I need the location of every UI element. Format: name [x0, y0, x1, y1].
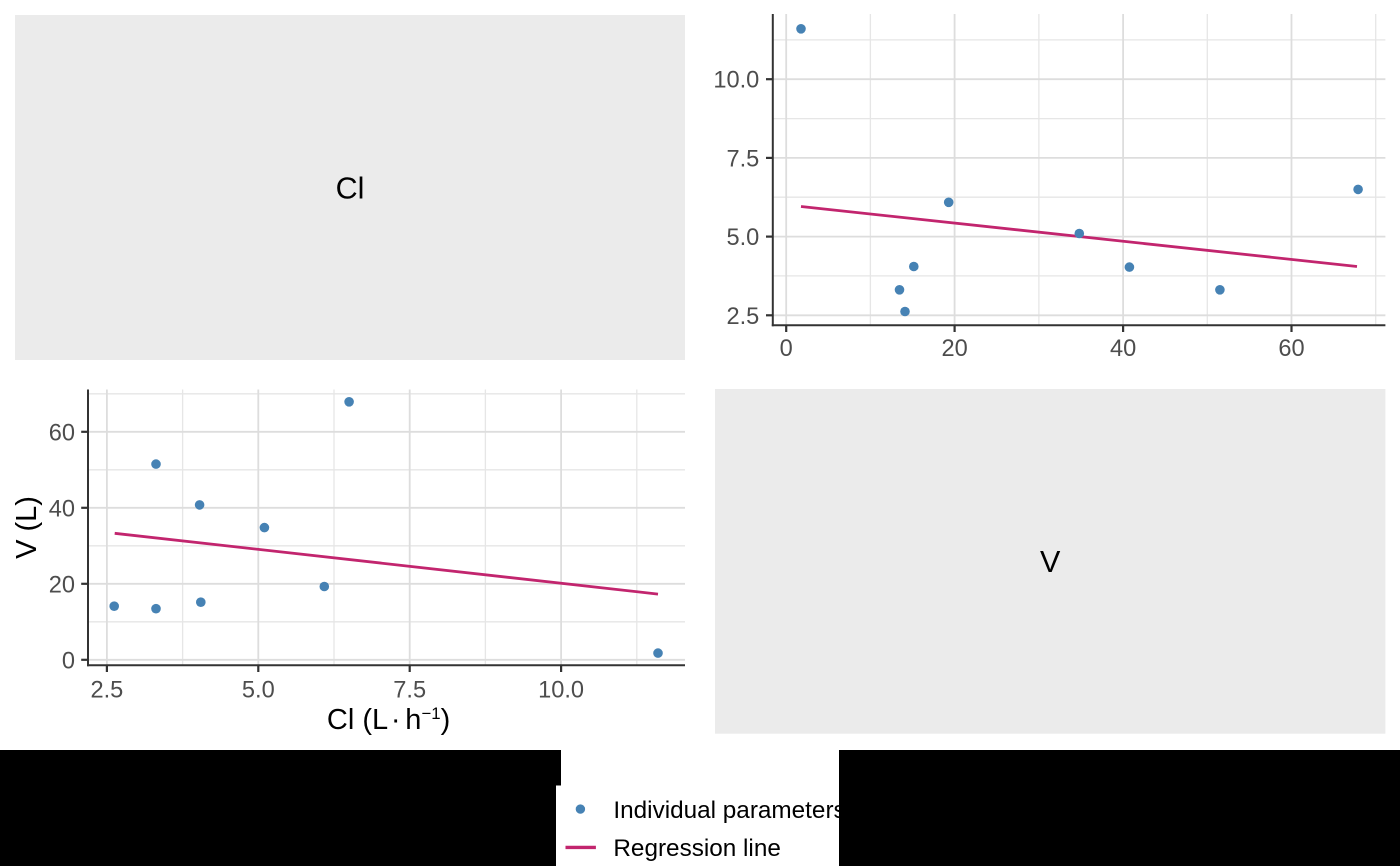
svg-text:40: 40 [49, 496, 75, 522]
svg-text:10.0: 10.0 [713, 68, 759, 94]
svg-text:Regression line: Regression line [613, 835, 780, 862]
svg-text:5.0: 5.0 [726, 225, 759, 251]
svg-text:0: 0 [780, 336, 793, 362]
svg-text:Cl: Cl [336, 171, 365, 205]
svg-text:40: 40 [1110, 336, 1136, 362]
svg-text:7.5: 7.5 [726, 146, 759, 172]
svg-text:60: 60 [1278, 336, 1304, 362]
svg-text:0: 0 [62, 648, 75, 674]
svg-text:7.5: 7.5 [393, 677, 426, 703]
svg-text:10.0: 10.0 [538, 677, 584, 703]
svg-text:5.0: 5.0 [242, 677, 275, 703]
svg-text:Individual parameters: Individual parameters [613, 797, 845, 824]
svg-text:60: 60 [49, 420, 75, 446]
svg-text:2.5: 2.5 [90, 677, 123, 703]
svg-text:2.5: 2.5 [726, 304, 759, 330]
svg-text:V (L): V (L) [11, 496, 43, 559]
svg-text:20: 20 [941, 336, 967, 362]
svg-text:V: V [1040, 545, 1061, 579]
svg-text:20: 20 [49, 572, 75, 598]
